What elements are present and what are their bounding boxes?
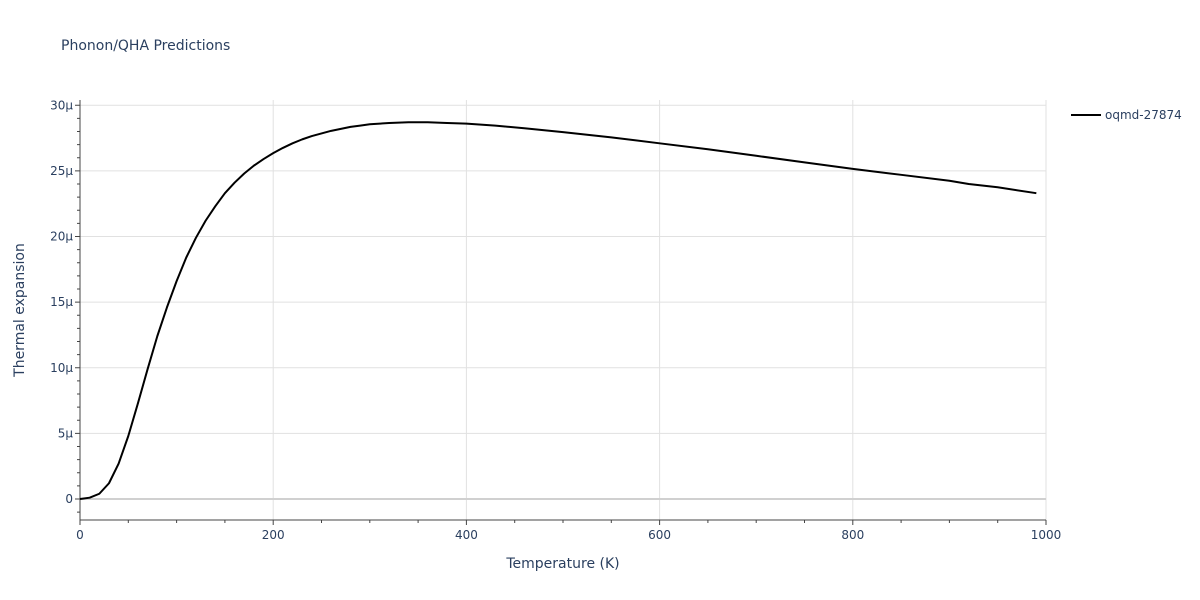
- y-tick-label: 5μ: [58, 426, 74, 440]
- x-axis-ticks: 0 200 400 600 800 1000: [76, 528, 1061, 542]
- y-tick-label: 10μ: [50, 361, 73, 375]
- series-lines: [79, 121, 1037, 500]
- x-tick-label: 600: [648, 528, 671, 542]
- grid-lines: [80, 100, 1047, 520]
- x-axis-label: Temperature (K): [505, 556, 619, 572]
- y-tick-label: 15μ: [50, 295, 73, 309]
- x-tick-label: 1000: [1031, 528, 1062, 542]
- series-line: [79, 121, 1037, 500]
- y-tick-label: 25μ: [50, 164, 73, 178]
- y-axis-label: Thermal expansion: [12, 243, 28, 378]
- y-axis-ticks: 0 5μ 10μ 15μ 20μ 25μ 30μ: [50, 98, 73, 506]
- legend[interactable]: oqmd-27874: [1071, 108, 1182, 122]
- legend-label: oqmd-27874: [1105, 108, 1182, 122]
- x-tick-label: 200: [262, 528, 285, 542]
- x-tick-label: 0: [76, 528, 84, 542]
- x-tick-label: 400: [455, 528, 478, 542]
- x-tick-label: 800: [841, 528, 864, 542]
- chart-title: Phonon/QHA Predictions: [61, 38, 230, 54]
- y-tick-label: 20μ: [50, 230, 73, 244]
- axes: [75, 100, 1047, 525]
- y-tick-label: 0: [65, 492, 73, 506]
- y-tick-label: 30μ: [50, 98, 73, 112]
